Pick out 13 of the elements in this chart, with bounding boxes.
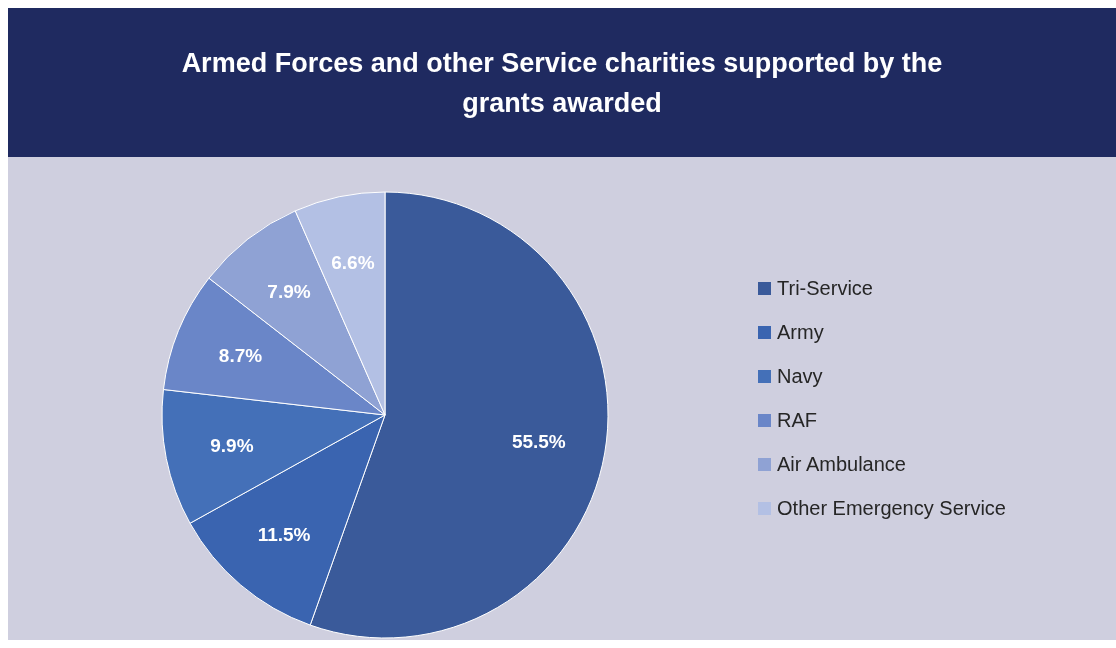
data-label: 7.9% (267, 281, 311, 303)
legend-label: Other Emergency Service (777, 497, 1006, 520)
data-label: 55.5% (511, 431, 566, 453)
data-label: 11.5% (257, 523, 311, 545)
legend-label: Navy (777, 365, 823, 388)
legend-label: Tri-Service (777, 277, 873, 300)
data-label: 8.7% (218, 345, 263, 367)
legend-label: RAF (777, 409, 818, 432)
data-label: 6.6% (331, 251, 375, 273)
chart-title: Armed Forces and other Service charities supported by the grants awarded (180, 46, 944, 120)
data-label: 9.9% (210, 434, 254, 456)
legend-label: Air Ambulance (777, 453, 906, 476)
legend-label: Army (777, 321, 824, 344)
